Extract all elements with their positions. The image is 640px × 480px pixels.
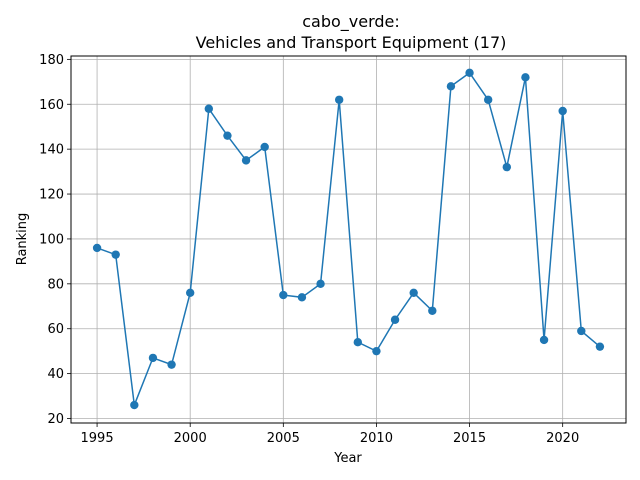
x-tick-label: 2020 <box>546 431 579 446</box>
data-point <box>558 106 567 116</box>
data-points <box>92 68 605 410</box>
data-point <box>372 346 381 356</box>
data-point <box>446 82 456 91</box>
x-tick-label: 2000 <box>174 431 207 446</box>
series-line <box>96 71 601 406</box>
data-point <box>167 360 176 369</box>
data-point <box>260 142 269 152</box>
chart-title-line2: Vehicles and Transport Equipment (17) <box>196 33 507 52</box>
y-tick-label: 160 <box>39 98 64 113</box>
x-axis: 1995 2000 2005 2010 2015 2020 <box>81 423 579 446</box>
y-axis: 20 40 60 80 100 120 140 160 180 <box>39 53 71 427</box>
data-point <box>334 95 344 104</box>
y-axis-title: Ranking <box>15 213 30 266</box>
y-tick-label: 20 <box>47 412 64 427</box>
data-point <box>316 279 325 289</box>
data-point <box>428 306 437 315</box>
data-point <box>353 337 363 347</box>
data-point <box>241 156 251 165</box>
data-point <box>223 131 232 140</box>
y-tick-label: 60 <box>47 322 64 337</box>
data-point <box>521 73 530 82</box>
data-point <box>279 290 288 300</box>
data-point <box>130 400 139 410</box>
x-tick-label: 2015 <box>453 431 486 446</box>
grid <box>71 56 626 423</box>
chart-title-line1: cabo_verde: <box>302 12 400 32</box>
data-point <box>390 315 400 324</box>
y-tick-label: 140 <box>39 143 64 158</box>
data-point <box>111 250 120 259</box>
y-tick-label: 80 <box>47 277 64 292</box>
data-point <box>465 68 474 78</box>
data-point <box>92 243 102 253</box>
plot-frame <box>70 55 627 424</box>
y-tick-label: 40 <box>47 367 64 382</box>
data-point <box>185 288 195 298</box>
data-point <box>148 353 158 363</box>
data-point <box>502 162 512 172</box>
data-point <box>483 95 493 104</box>
x-tick-label: 2010 <box>360 431 393 446</box>
data-point <box>297 293 307 302</box>
y-tick-label: 100 <box>39 232 64 247</box>
data-point <box>595 342 605 351</box>
x-tick-label: 2005 <box>267 431 300 446</box>
y-tick-label: 180 <box>39 53 64 68</box>
data-point <box>409 288 418 298</box>
x-tick-label: 1995 <box>81 431 114 446</box>
data-point <box>539 335 549 345</box>
data-point <box>577 326 586 336</box>
data-point <box>204 104 214 113</box>
y-tick-label: 120 <box>39 188 64 203</box>
x-axis-title: Year <box>333 451 362 466</box>
